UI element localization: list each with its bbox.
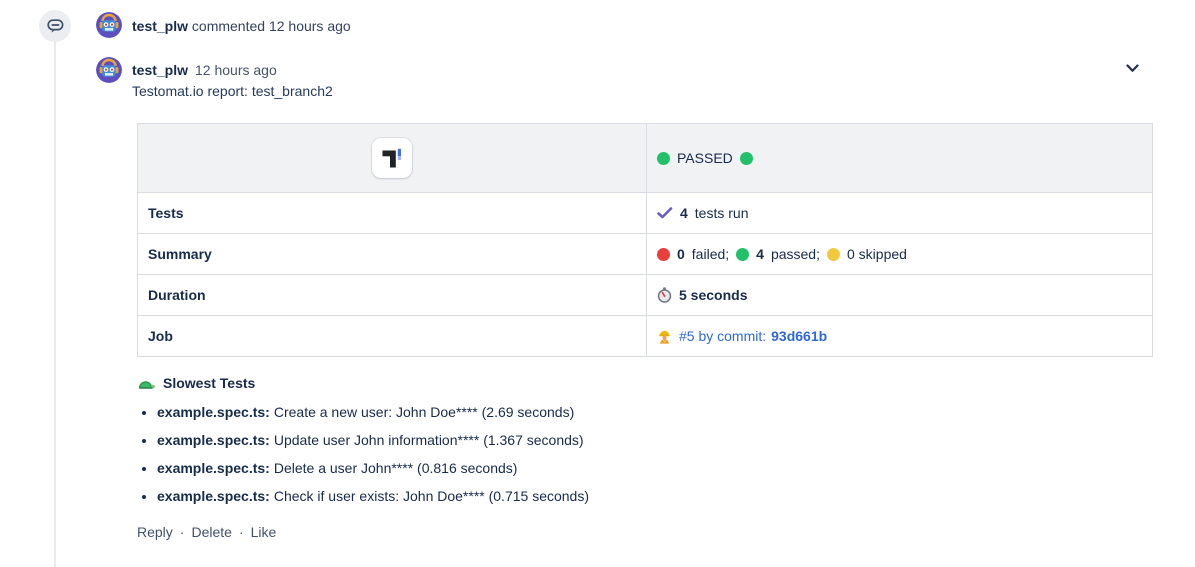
job-link-text: #5 by commit:: [679, 328, 767, 344]
clock-icon: [657, 287, 672, 303]
test-desc: Check if user exists: John Doe**** (0.71…: [273, 488, 590, 504]
red-dot-icon: [657, 247, 670, 261]
comment-bubble-icon: [46, 18, 64, 34]
green-dot-icon: [736, 247, 750, 261]
slowest-tests-heading: Slowest Tests: [137, 375, 255, 391]
turtle-icon: [137, 377, 155, 390]
report-table-logo-cell: [138, 124, 646, 192]
check-icon: [657, 207, 673, 219]
test-file: example.spec.ts:: [157, 432, 270, 448]
comment-action-text: commented: [191, 18, 266, 34]
green-dot-icon: [739, 151, 753, 165]
list-item: example.spec.ts:Update user John informa…: [157, 432, 589, 448]
test-file: example.spec.ts:: [157, 404, 270, 420]
comment-timestamp: 12 hours ago: [268, 18, 351, 34]
slowest-tests-title: Slowest Tests: [163, 375, 256, 391]
passed-count: 4: [756, 246, 764, 262]
test-desc: Delete a user John**** (0.816 seconds): [273, 460, 518, 476]
comment-header: test_plw 12 hours ago: [132, 62, 277, 78]
status-label: PASSED: [677, 150, 733, 166]
tests-text: tests run: [694, 205, 749, 221]
thread-line: [54, 42, 56, 567]
row-value-summary: 0 failed; 4 passed; 0 skipped: [647, 234, 1152, 274]
row-value-duration: 5 seconds: [647, 275, 1152, 315]
commit-hash: 93d661b: [771, 328, 828, 344]
report-table: PASSED Tests 4 tests run Summary 0 faile…: [137, 123, 1153, 357]
job-commit-link[interactable]: #5 by commit: 93d661b: [679, 328, 827, 344]
yellow-dot-icon: [827, 247, 840, 261]
list-item: example.spec.ts:Delete a user John**** (…: [157, 460, 589, 476]
separator-dot: ·: [179, 524, 185, 540]
passed-text: passed;: [770, 246, 820, 262]
skipped-text: 0 skipped: [847, 246, 907, 262]
failed-text: failed;: [691, 246, 730, 262]
top-comment-header: test_plw commented 12 hours ago: [132, 18, 351, 34]
author-name[interactable]: test_plw: [132, 18, 189, 34]
green-dot-icon: [657, 151, 670, 165]
test-desc: Update user John information**** (1.367 …: [273, 432, 584, 448]
row-value-tests: 4 tests run: [647, 193, 1152, 233]
row-label-duration: Duration: [138, 275, 646, 315]
row-label-summary: Summary: [138, 234, 646, 274]
comment-intro-text: Testomat.io report: test_branch2: [132, 83, 333, 99]
test-file: example.spec.ts:: [157, 460, 270, 476]
tests-count: 4: [680, 205, 688, 221]
testomat-logo: [372, 138, 412, 178]
separator-dot: ·: [238, 524, 244, 540]
author-name[interactable]: test_plw: [132, 62, 189, 78]
reply-button[interactable]: Reply: [137, 524, 173, 540]
comment-actions: Reply · Delete · Like: [137, 524, 276, 540]
row-label-tests: Tests: [138, 193, 646, 233]
duration-value: 5 seconds: [679, 287, 748, 303]
collapse-comment-button[interactable]: [1120, 57, 1144, 79]
report-status-cell: PASSED: [647, 124, 1152, 192]
list-item: example.spec.ts:Create a new user: John …: [157, 404, 589, 420]
avatar[interactable]: [96, 12, 122, 38]
test-desc: Create a new user: John Doe**** (2.69 se…: [273, 404, 575, 420]
chevron-down-icon: [1125, 63, 1139, 73]
test-file: example.spec.ts:: [157, 488, 270, 504]
comment-timestamp: 12 hours ago: [195, 62, 277, 78]
collapse-thread-button[interactable]: [39, 10, 71, 42]
avatar[interactable]: [96, 57, 122, 83]
list-item: example.spec.ts:Check if user exists: Jo…: [157, 488, 589, 504]
row-value-job: #5 by commit: 93d661b: [647, 316, 1152, 356]
worker-icon: [657, 329, 672, 344]
failed-count: 0: [677, 246, 685, 262]
like-button[interactable]: Like: [250, 524, 277, 540]
row-label-job: Job: [138, 316, 646, 356]
delete-button[interactable]: Delete: [191, 524, 232, 540]
slowest-tests-list: example.spec.ts:Create a new user: John …: [140, 404, 589, 516]
